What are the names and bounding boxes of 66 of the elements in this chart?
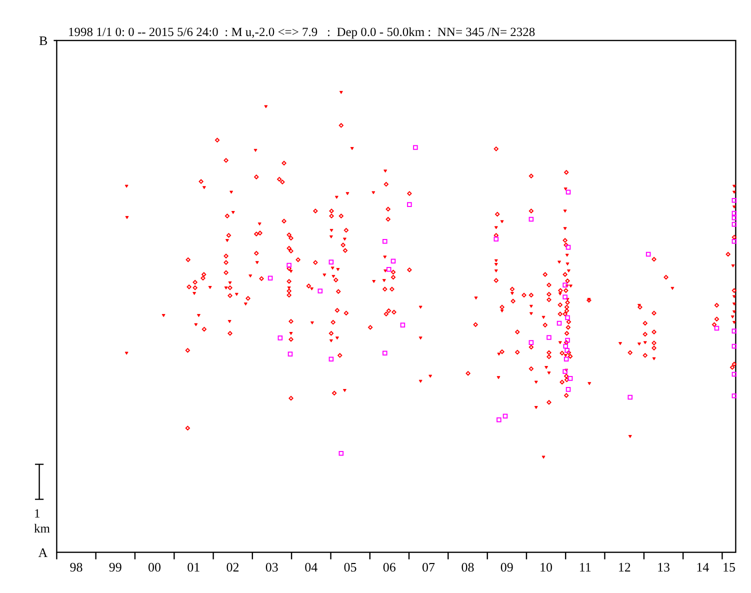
point [407,202,412,207]
point [732,210,737,216]
x-tick-label: 00 [148,559,162,574]
point [382,350,388,356]
point [278,336,283,340]
point [546,335,552,340]
x-tick-label: 11 [578,559,592,574]
point [288,352,293,356]
point [338,451,344,456]
point [732,328,737,334]
point [565,315,570,320]
x-tick-label: 15 [722,559,736,574]
point [528,216,534,222]
point [566,190,571,195]
point [566,387,571,392]
x-tick-label: 99 [108,559,122,574]
point [563,344,568,349]
point [318,288,323,294]
x-tick-label: 05 [344,559,357,574]
point [328,260,334,264]
point [732,238,737,244]
point [562,282,568,288]
point [565,338,570,343]
point [286,262,292,268]
point [413,145,418,150]
point [568,376,573,381]
point [714,326,720,331]
text: 1 km [34,506,50,536]
point [496,417,502,422]
x-tick-label: 07 [422,559,436,574]
point [646,252,651,257]
point [386,267,392,272]
x-tick-label: 98 [70,559,83,574]
x-tick-label: 09 [500,559,514,574]
point [732,198,737,203]
x-tick-label: 01 [187,559,200,574]
point [564,356,569,362]
point [328,356,334,362]
point [494,236,499,242]
point [268,276,273,281]
x-tick-label: 08 [461,559,474,574]
point [556,320,562,326]
point [732,344,737,349]
point [562,294,568,300]
point [400,322,406,328]
point [732,222,737,227]
x-tick-label: 13 [656,559,670,574]
point [382,238,388,244]
point [732,394,737,398]
point [628,394,633,400]
text: A [38,544,48,560]
point [390,258,396,264]
x-tick-label: 06 [382,559,396,574]
x-tick-label: 03 [265,559,278,574]
x-tick-label: 12 [618,559,631,574]
x-tick-label: 04 [304,559,318,574]
x-tick-label: 02 [226,559,240,574]
text: B [39,33,48,48]
point [732,372,737,377]
point [528,340,534,345]
point [732,215,737,220]
point [502,414,508,419]
chart-title: 1998 1/1 0: 0 -- 2015 5/6 24:0 : M u,-2.0 <=> 7.9 : Dep 0.0 - 50.0km : NN= 345 /N= 2328 [68,25,536,39]
x-tick-label: 10 [539,559,552,574]
point [564,348,570,353]
x-tick-label: 14 [696,559,710,574]
